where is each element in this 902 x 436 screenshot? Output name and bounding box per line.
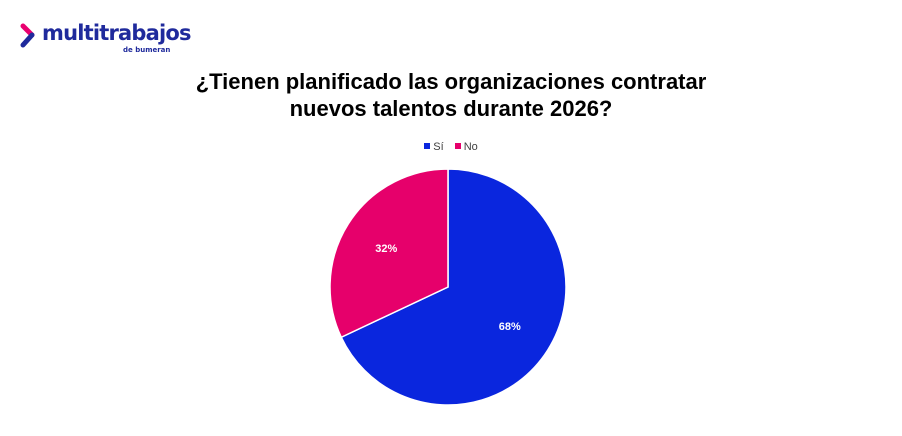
legend-swatch-si — [424, 143, 431, 150]
legend-label-no: No — [463, 141, 478, 153]
legend-label-si: Sí — [433, 141, 444, 153]
data-label-si: 68% — [499, 321, 521, 333]
logo-sub-text: de bumeran — [123, 46, 171, 54]
logo-brand-text: multitrabajos — [42, 21, 192, 45]
chart-title: ¿Tienen planificado las organizaciones c… — [0, 68, 902, 122]
logo-arrow-icon — [20, 23, 35, 48]
legend-entry-no: No — [454, 141, 478, 153]
data-label-no: 32% — [375, 243, 397, 255]
chart-title-line-1: ¿Tienen planificado las organizaciones c… — [195, 69, 707, 94]
pie-slice-no — [329, 168, 449, 339]
chart-legend: Sí No — [0, 141, 902, 153]
legend-entry-si: Sí — [424, 141, 444, 153]
pie-slice-si — [340, 168, 567, 406]
legend-swatch-no — [454, 143, 461, 150]
chart-title-line-2: nuevos talentos durante 2026? — [289, 96, 613, 121]
multitrabajos-logo: multitrabajos de bumeran — [20, 20, 192, 60]
